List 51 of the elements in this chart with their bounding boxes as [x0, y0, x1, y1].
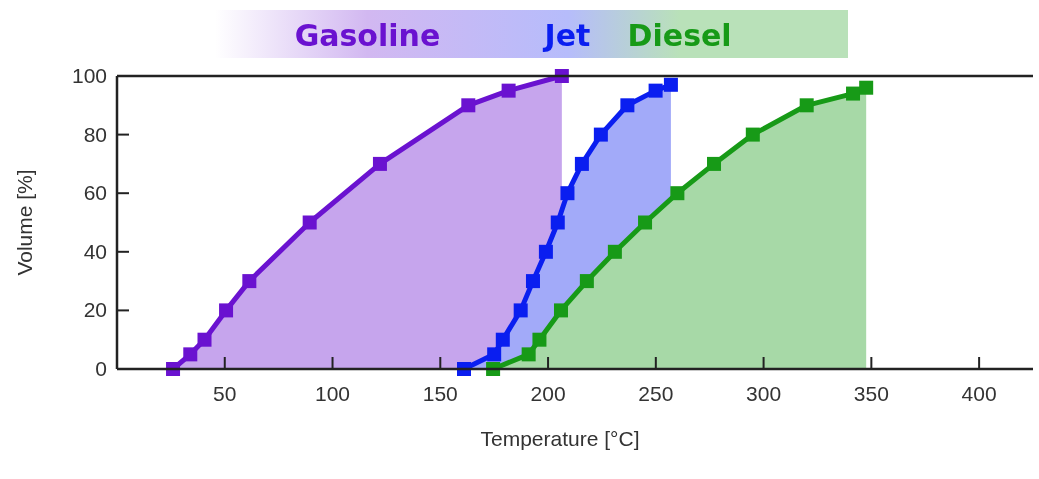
point [574, 156, 589, 171]
point [532, 332, 547, 347]
x-tick-label: 100 [315, 382, 351, 405]
point [242, 274, 257, 289]
y-axis-title: Volume [%] [13, 169, 36, 276]
point [219, 303, 234, 318]
point [846, 86, 861, 101]
y-tick-label: 100 [71, 64, 107, 87]
point [372, 156, 387, 171]
point [663, 77, 678, 92]
series-label: Jet [542, 18, 591, 53]
x-tick-label: 300 [746, 382, 782, 405]
x-tick-label: 400 [961, 382, 997, 405]
point [638, 215, 653, 230]
point [538, 244, 553, 259]
text: Diesel [627, 18, 732, 53]
x-tick-label: 150 [422, 382, 458, 405]
point [607, 244, 622, 259]
x-tick-label: 200 [530, 382, 566, 405]
point [620, 98, 635, 113]
point [593, 127, 608, 142]
x-tick-label: 50 [213, 382, 237, 405]
point [501, 83, 516, 98]
point [560, 186, 575, 201]
y-tick-label: 60 [83, 181, 107, 205]
point [648, 83, 663, 98]
point [183, 347, 198, 362]
point [513, 303, 528, 318]
y-tick-label: 80 [83, 122, 107, 146]
point [579, 274, 594, 289]
y-tick-label: 40 [83, 239, 107, 263]
point [461, 98, 476, 113]
point [799, 98, 814, 113]
point [859, 80, 874, 95]
point [495, 332, 510, 347]
point [525, 274, 540, 289]
y-tick-label: 0 [95, 357, 107, 380]
point [302, 215, 317, 230]
x-axis-title: Temperature [°C] [480, 427, 640, 450]
y-tick-label: 20 [83, 298, 107, 322]
x-tick-label: 250 [638, 382, 674, 405]
point [553, 303, 568, 318]
point [550, 215, 565, 230]
point [670, 186, 685, 201]
point [521, 347, 536, 362]
point [487, 347, 502, 362]
point [707, 156, 722, 171]
x-tick-label: 350 [853, 382, 889, 405]
series-label: Gasoline [294, 18, 441, 53]
point [745, 127, 760, 142]
point [197, 332, 212, 347]
